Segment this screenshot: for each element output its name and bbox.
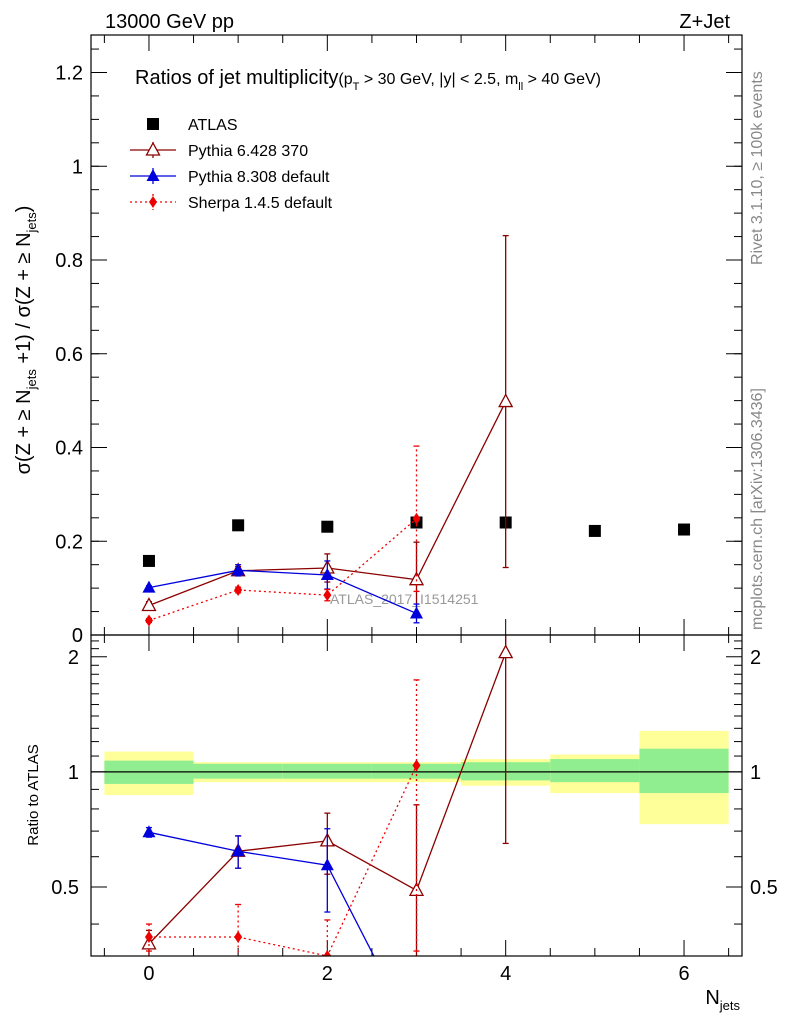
- ratio-y-tick-label-right: 0.5: [750, 877, 778, 899]
- main-point: [141, 597, 157, 612]
- x-tick-label: 6: [678, 963, 689, 985]
- ratio-point: [320, 858, 334, 871]
- ratio-point: [144, 930, 153, 943]
- main-point: [498, 393, 514, 408]
- ratio-point: [231, 844, 245, 857]
- main-ylabel-1: σ(Z + ≥ N: [13, 389, 35, 474]
- ratio-point: [234, 930, 243, 943]
- main-ylabel-sub-2: jets: [24, 212, 39, 234]
- main-y-tick-label: 1.2: [55, 63, 83, 85]
- main-point: [412, 512, 421, 525]
- main-point: [410, 606, 423, 619]
- title-cuts-sub-1: T: [353, 81, 360, 93]
- ratio-series-line: [148, 765, 418, 956]
- title-cuts-sub-2: ll: [518, 81, 523, 93]
- main-point: [232, 519, 245, 532]
- main-point: [142, 554, 155, 567]
- main-point: [234, 584, 243, 596]
- ratio-y-tick-label-right: 2: [750, 647, 761, 669]
- legend-label: Pythia 6.428 370: [188, 143, 308, 160]
- main-y-tick-label: 0: [72, 625, 83, 647]
- ratio-y-label: Ratio to ATLAS: [25, 744, 42, 845]
- legend-marker: [147, 118, 159, 130]
- main-y-tick-label: 0.2: [55, 531, 83, 553]
- ratio-frame: [90, 634, 743, 957]
- main-panel: 0 0.2 0.4 0.6 0.8 1 1.2 ATLAS_2017_I1514251 Ra…: [13, 34, 743, 647]
- main-point: [142, 580, 156, 593]
- legend-marker: [145, 141, 161, 156]
- x-tick-label: 2: [322, 963, 333, 985]
- ratio-stat-band: [639, 748, 729, 794]
- mcplots-label: mcplots.cern.ch [arXiv:1306.3436]: [749, 388, 766, 630]
- main-data: [141, 234, 691, 627]
- ratio-y-tick-label: 2: [68, 647, 79, 669]
- chart-title: Ratios of jet multiplicity(pT > 30 GeV, …: [135, 67, 601, 93]
- main-y-tick-label: 1: [72, 156, 83, 178]
- main-point: [321, 520, 334, 533]
- title-cuts-3: > 40 GeV): [523, 71, 601, 88]
- title-cuts-2: > 30 GeV, |y| < 2.5, m: [359, 71, 518, 88]
- rivet-label: Rivet 3.1.10, ≥ 100k events: [749, 71, 766, 265]
- legend-label: ATLAS: [188, 117, 238, 134]
- main-watermark: ATLAS_2017_I1514251: [330, 591, 479, 607]
- main-point: [231, 563, 245, 576]
- x-axis-label: Njets: [705, 987, 740, 1013]
- legend-label: Sherpa 1.4.5 default: [188, 195, 333, 212]
- ratio-point: [412, 759, 421, 772]
- x-label-sub: jets: [719, 998, 741, 1013]
- ratio-data: [141, 635, 514, 956]
- legend-marker: [146, 169, 160, 181]
- ratio-series-line: [148, 831, 375, 956]
- main-point: [144, 614, 153, 627]
- ratio-point: [498, 644, 514, 659]
- main-series-line: [148, 569, 417, 615]
- ratio-bands: [91, 730, 742, 825]
- legend: ATLAS Pythia 6.428 370 Pythia 8.308 defaul…: [130, 117, 333, 212]
- main-ylabel-2: +1) / σ(Z + ≥ N: [13, 232, 35, 369]
- header-energy: 13000 GeV pp: [105, 11, 234, 33]
- legend-marker: [149, 196, 157, 208]
- ratio-stat-band: [282, 763, 372, 779]
- x-label-main: N: [705, 987, 719, 1009]
- main-y-ticks: 0 0.2 0.4 0.6 0.8 1 1.2: [55, 35, 742, 647]
- title-cuts-1: (p: [338, 71, 352, 88]
- ratio-y-tick-label: 1: [68, 762, 79, 784]
- main-point: [320, 568, 334, 580]
- ratio-panel: 0.5 0.5 1 1 2 2 0 2 4 6 Ratio to ATLAS Njets: [25, 634, 778, 1013]
- ratio-point: [323, 950, 332, 956]
- ratio-y-tick-label-right: 1: [750, 762, 761, 784]
- x-tick-label: 4: [500, 963, 511, 985]
- main-y-tick-label: 0.8: [55, 250, 83, 272]
- main-ylabel-3: ): [13, 206, 35, 213]
- header-process: Z+Jet: [679, 11, 730, 33]
- main-point: [678, 523, 691, 536]
- ratio-stat-band: [550, 759, 640, 783]
- main-point: [323, 589, 332, 602]
- main-y-tick-label: 0.6: [55, 344, 83, 366]
- legend-label: Pythia 8.308 default: [188, 169, 330, 186]
- ratio-point: [142, 825, 156, 838]
- ratio-y-tick-label: 0.5: [51, 877, 79, 899]
- main-y-tick-label: 0.4: [55, 438, 83, 460]
- main-y-label: σ(Z + ≥ Njets +1) / σ(Z + ≥ Njets): [13, 206, 39, 475]
- chart-title-main: Ratios of jet multiplicity: [135, 67, 338, 89]
- ratio-ticks: 0.5 0.5 1 1 2 2 0 2 4 6: [51, 635, 778, 985]
- main-ylabel-sub-1: jets: [24, 369, 39, 391]
- main-point: [588, 524, 601, 537]
- ratio-stat-band: [193, 763, 283, 779]
- x-tick-label: 0: [143, 963, 154, 985]
